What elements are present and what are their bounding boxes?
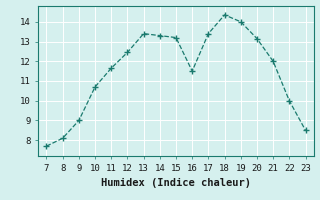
X-axis label: Humidex (Indice chaleur): Humidex (Indice chaleur) (101, 178, 251, 188)
